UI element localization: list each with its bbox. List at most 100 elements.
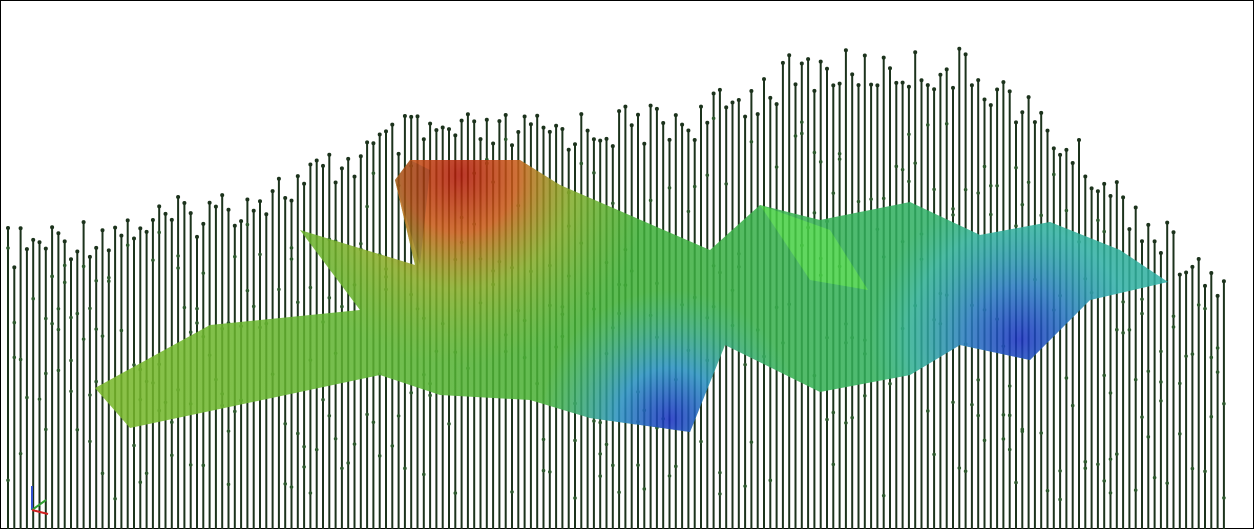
sample-point <box>932 187 936 192</box>
hole-collar <box>232 223 237 228</box>
sample-point <box>100 471 105 476</box>
hole-collar <box>976 78 981 83</box>
hole-collar <box>1114 180 1119 185</box>
hole-collar <box>365 140 370 145</box>
hole-collar <box>869 82 874 87</box>
sample-point <box>881 493 886 498</box>
hole-collar <box>245 197 250 202</box>
hole-collar <box>371 141 376 146</box>
sample-point <box>1014 224 1018 228</box>
sample-point <box>12 320 17 325</box>
sample-point <box>718 492 722 496</box>
sample-point <box>1115 327 1119 332</box>
hole-collar <box>333 180 338 185</box>
hole-collar <box>768 95 773 100</box>
hole-collar <box>1108 193 1113 198</box>
sample-point <box>1222 401 1226 406</box>
hole-collar <box>69 257 73 262</box>
hole-collar <box>787 53 792 58</box>
sample-point <box>598 420 602 425</box>
hole-collar <box>421 137 426 142</box>
sample-point <box>1007 447 1012 452</box>
sample-point <box>1020 429 1025 434</box>
hole-collar <box>37 240 42 245</box>
sample-point <box>869 197 873 201</box>
hole-collar <box>12 265 17 270</box>
sample-point <box>1014 480 1018 485</box>
sample-point <box>56 327 61 332</box>
sample-point <box>188 330 193 335</box>
sample-point <box>346 461 351 465</box>
sample-point <box>201 463 206 468</box>
sample-point <box>327 413 332 418</box>
sample-point <box>340 304 344 309</box>
sample-point <box>541 468 546 473</box>
sample-point <box>289 485 294 489</box>
sample-point <box>982 438 987 443</box>
sample-point <box>377 454 382 458</box>
hole-collar <box>163 211 168 216</box>
sample-point <box>888 381 892 386</box>
hole-collar <box>818 59 823 64</box>
hole-collar <box>302 181 307 186</box>
sample-point <box>667 186 672 190</box>
sample-point <box>705 173 710 177</box>
sample-point <box>1121 300 1125 304</box>
sample-point <box>1070 403 1075 408</box>
sample-point <box>957 466 962 470</box>
sample-point <box>711 116 716 121</box>
sample-point <box>636 463 640 467</box>
surface-facet <box>760 205 868 290</box>
sample-point <box>1203 469 1207 474</box>
hole-collar <box>743 114 748 119</box>
hole-collar <box>289 198 294 203</box>
hole-collar <box>736 97 741 102</box>
hole-collar <box>1102 181 1107 186</box>
sample-point <box>75 311 80 316</box>
hole-collar <box>623 104 628 109</box>
sample-point <box>863 393 867 398</box>
sample-point <box>6 246 10 250</box>
hole-collar <box>24 247 29 252</box>
sample-point <box>327 295 332 300</box>
hole-collar <box>554 123 559 128</box>
hole-collar <box>522 114 527 119</box>
hole-collar <box>81 220 86 225</box>
hole-collar <box>1020 110 1025 115</box>
hole-collar <box>963 52 968 57</box>
sample-point <box>1083 459 1088 464</box>
sample-point <box>699 439 703 444</box>
sample-point <box>926 409 930 413</box>
sample-point <box>611 201 615 206</box>
sample-point <box>396 414 401 418</box>
hole-collar <box>806 57 811 62</box>
sample-point <box>1222 496 1226 500</box>
sample-point <box>18 357 23 362</box>
sample-point <box>188 463 193 467</box>
surface-facet <box>395 160 430 265</box>
sample-point <box>907 179 911 184</box>
sample-point <box>642 487 647 491</box>
sample-point <box>94 379 98 384</box>
hole-collar <box>125 218 130 223</box>
sample-point <box>1215 370 1220 374</box>
sample-point <box>1045 488 1050 493</box>
sample-point <box>1096 218 1100 223</box>
hole-collar <box>774 102 779 107</box>
hole-collar <box>1196 256 1201 261</box>
hole-collar <box>377 132 382 137</box>
hole-collar <box>150 218 155 223</box>
sample-point <box>812 150 817 155</box>
sample-point <box>176 254 180 258</box>
hole-collar <box>1177 272 1182 277</box>
hole-collar <box>1203 283 1207 288</box>
sample-point <box>88 393 92 397</box>
hole-collar <box>283 196 288 201</box>
sample-point <box>283 421 288 426</box>
hole-collar <box>566 147 571 152</box>
hole-collar <box>1190 264 1195 269</box>
sample-point <box>289 257 294 261</box>
sample-point <box>251 304 256 309</box>
sample-point <box>1052 172 1056 177</box>
